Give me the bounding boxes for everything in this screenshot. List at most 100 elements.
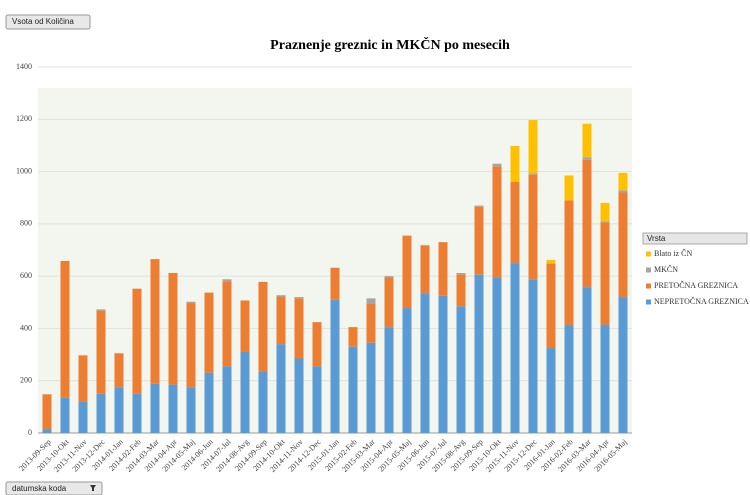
bar-segment [564, 200, 574, 326]
bar-segment [186, 387, 196, 433]
bar-segment [456, 274, 466, 307]
bar-segment [60, 397, 70, 433]
bar-segment [132, 393, 142, 433]
bar-segment [276, 344, 286, 433]
bar-segment [456, 273, 466, 275]
bar-segment [186, 303, 196, 388]
bar-segment [60, 260, 70, 398]
bar-segment [150, 383, 160, 433]
legend-swatch [646, 251, 651, 257]
bar-segment [78, 355, 88, 402]
bar-segment [474, 205, 484, 207]
bar-segment [240, 300, 250, 352]
bar-segment [168, 273, 178, 385]
bar-segment [510, 263, 520, 433]
bar-segment [222, 366, 232, 433]
bar-segment [510, 145, 520, 183]
bar-segment [528, 120, 538, 174]
bar-segment [402, 308, 412, 433]
bar-segment [186, 301, 196, 304]
bar-segment [600, 202, 610, 222]
bar-segment [258, 281, 268, 372]
bar-segment [492, 163, 502, 167]
y-tick-label: 800 [20, 219, 32, 228]
bar-segment [492, 277, 502, 433]
bar-segment [294, 297, 304, 299]
bar-segment [438, 295, 448, 433]
value-field-label: Vsota od Količina [12, 17, 74, 26]
bar-segment [564, 325, 574, 433]
bar-segment [348, 327, 358, 347]
bar-segment [546, 259, 556, 264]
legend-title-button[interactable] [642, 232, 748, 245]
bar-segment [330, 299, 340, 433]
bar-segment [168, 384, 178, 433]
bar-segment [564, 175, 574, 201]
bar-segment [528, 173, 538, 175]
bar-segment [366, 303, 376, 343]
bar-segment [582, 287, 592, 433]
bar-segment [618, 192, 628, 298]
bar-segment [474, 274, 484, 433]
y-tick-label: 0 [28, 428, 32, 437]
bar-segment [294, 298, 304, 359]
bar-segment [276, 295, 286, 297]
bar-segment [330, 267, 340, 300]
bar-segment [492, 166, 502, 278]
bar-segment [546, 263, 556, 349]
bar-segment [528, 279, 538, 433]
legend-swatch [646, 267, 651, 273]
bar-segment [366, 298, 376, 304]
bar-segment [222, 279, 232, 282]
bar-segment [546, 348, 556, 433]
legend-label: Blato iz ČN [654, 248, 692, 258]
bar-segment [618, 297, 628, 433]
bar-segment [42, 429, 52, 433]
bar-segment [96, 310, 106, 394]
y-tick-label: 1400 [16, 62, 32, 71]
bar-segment [582, 157, 592, 160]
legend-label: PRETOČNA GREZNICA [654, 280, 738, 290]
bar-segment [618, 172, 628, 191]
bar-segment [276, 296, 286, 345]
bar-segment [240, 351, 250, 433]
bar-segment [312, 322, 322, 367]
bar-segment [384, 327, 394, 433]
bar-segment [258, 371, 268, 433]
y-tick-label: 1000 [16, 166, 32, 175]
bar-segment [114, 387, 124, 433]
filter-icon[interactable] [90, 485, 96, 491]
bar-segment [96, 309, 106, 311]
bar-segment [366, 342, 376, 433]
y-tick-label: 200 [20, 376, 32, 385]
bar-segment [582, 123, 592, 158]
y-tick-label: 600 [20, 271, 32, 280]
bar-segment [420, 245, 430, 294]
bar-segment [600, 325, 610, 433]
bar-segment [78, 401, 88, 433]
category-field-label: datumska koda [12, 484, 67, 493]
bar-segment [312, 366, 322, 433]
chart-title: Praznenje greznic in MKČN po mesecih [270, 36, 510, 53]
bar-segment [582, 159, 592, 288]
bar-segment [204, 292, 214, 373]
bar-segment [204, 372, 214, 433]
y-tick-label: 400 [20, 323, 32, 332]
bar-segment [510, 182, 520, 264]
legend-title: Vrsta [647, 234, 666, 243]
category-field-button[interactable] [5, 481, 103, 495]
value-field-button[interactable] [5, 14, 91, 30]
bar-segment [96, 393, 106, 433]
bar-segment [600, 222, 610, 326]
bar-segment [474, 206, 484, 275]
bar-segment [384, 276, 394, 278]
bar-segment [600, 221, 610, 223]
bar-segment [618, 190, 628, 193]
bar-segment [114, 353, 124, 388]
y-tick-label: 1200 [16, 114, 32, 123]
bar-segment [456, 306, 466, 433]
bar-segment [348, 346, 358, 433]
bar-segment [420, 293, 430, 433]
